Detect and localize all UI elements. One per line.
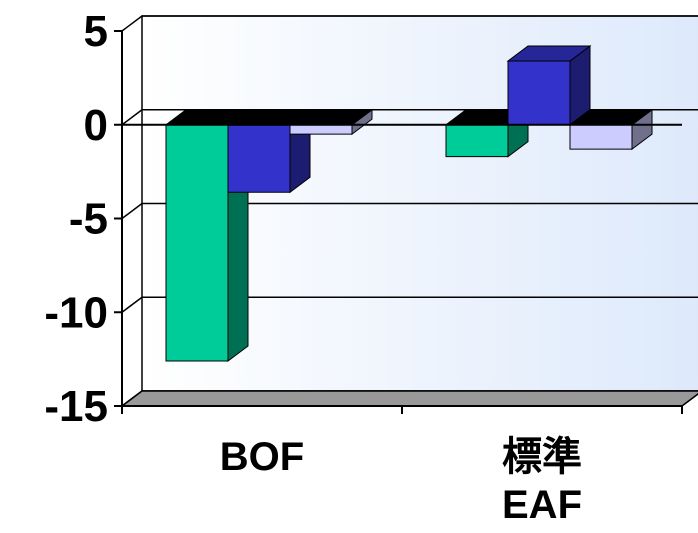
bar-cat1-series1 <box>164 108 250 362</box>
bar-front <box>507 60 571 126</box>
y-tick-label: -10 <box>44 288 108 337</box>
y-tick-label: -5 <box>69 195 108 244</box>
bar-front <box>289 124 353 135</box>
y-tick-label: 0 <box>84 101 108 150</box>
gridline-depth <box>121 296 143 313</box>
y-tick-label: 5 <box>84 7 108 56</box>
gridline-depth <box>121 202 143 220</box>
bar-front <box>569 124 633 150</box>
y-tick-label: -15 <box>44 382 108 431</box>
plot-floor <box>119 390 698 407</box>
bar-front <box>227 124 291 193</box>
gridline-depth <box>121 15 143 32</box>
bar-cat1-series3 <box>288 108 374 136</box>
bar-cat2-series2 <box>506 45 592 126</box>
category-label: 標準 <box>502 435 582 479</box>
gridline-depth <box>121 109 143 126</box>
category-label: EAF <box>502 483 582 527</box>
bar-front <box>165 124 229 362</box>
bar-cat2-series3 <box>568 108 654 151</box>
bar-front <box>445 124 509 158</box>
category-label: BOF <box>220 435 304 479</box>
